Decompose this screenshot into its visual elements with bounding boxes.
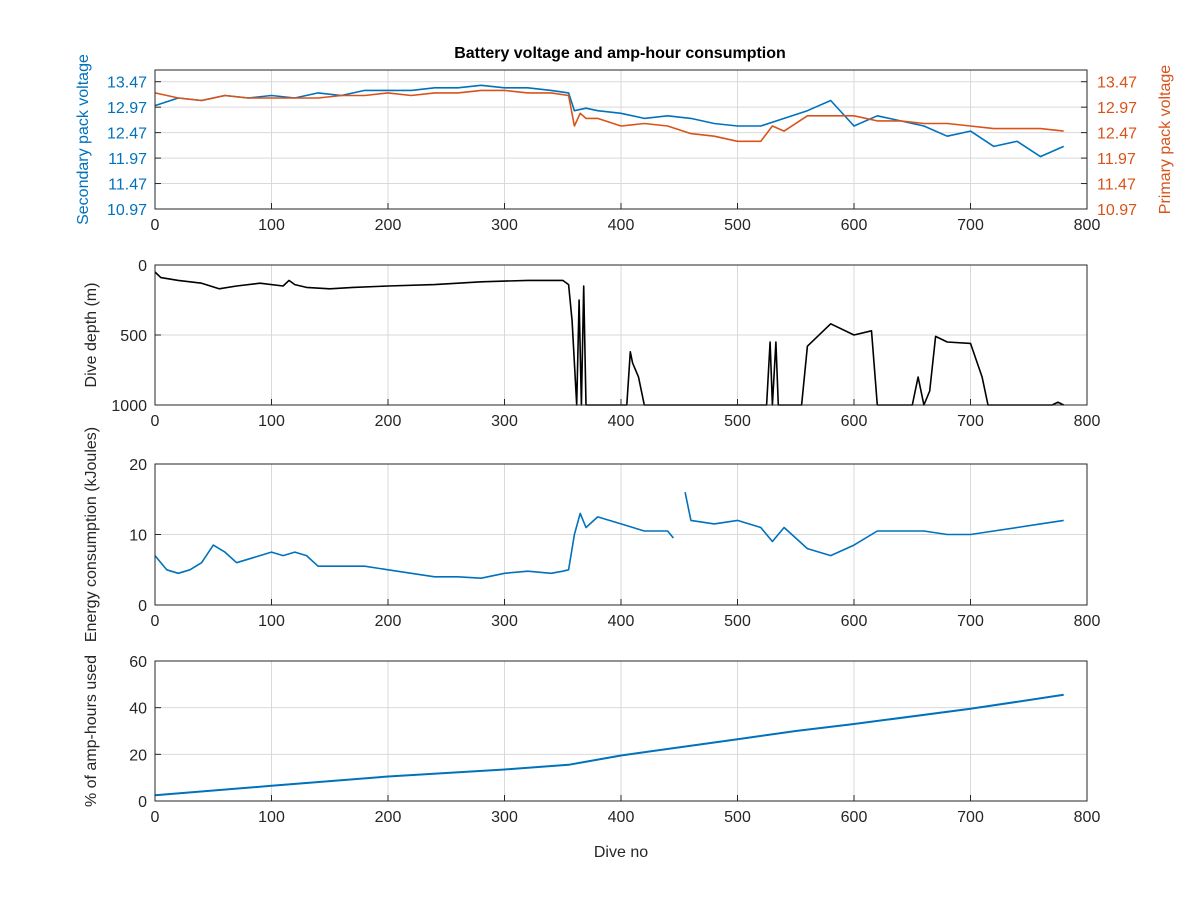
amp-hours-ytick-label-40: 40 — [129, 701, 147, 718]
depth-xtick-label-400: 400 — [608, 413, 635, 430]
voltage-right-ylabel: Primary pack voltage — [1157, 65, 1174, 214]
energy-xtick-label-700: 700 — [957, 613, 984, 630]
energy-xtick-label-600: 600 — [841, 613, 868, 630]
voltage-ytick-label-11.97: 11.97 — [108, 151, 147, 168]
depth-xtick-label-200: 200 — [375, 413, 402, 430]
depth-series-line-0 — [154, 271, 1065, 406]
voltage-right-ytick-label-11.97: 11.97 — [1097, 151, 1136, 168]
depth-xtick-label-0: 0 — [151, 413, 160, 430]
voltage-xtick-label-500: 500 — [724, 217, 751, 234]
voltage-ytick-label-12.47: 12.47 — [107, 126, 147, 143]
amp-hours-series-line-0 — [154, 693, 1064, 797]
voltage-xtick-label-800: 800 — [1074, 217, 1101, 234]
amp-hours-xtick-label-800: 800 — [1074, 809, 1101, 826]
voltage-ytick-label-13.47: 13.47 — [107, 75, 147, 92]
depth-xtick-label-500: 500 — [724, 413, 751, 430]
amp-hours-ylabel: % of amp-hours used — [83, 655, 100, 807]
amp-hours-panel: 0 100 200 300 400 500 600 700 800 0 20 40 60 % of am… — [83, 654, 1100, 861]
depth-xtick-label-700: 700 — [957, 413, 984, 430]
amp-hours-xtick-label-0: 0 — [151, 809, 160, 826]
voltage-series-line-0 — [154, 84, 1065, 158]
energy-xtick-label-500: 500 — [724, 613, 751, 630]
depth-xtick-label-300: 300 — [491, 413, 518, 430]
amp-hours-xtick-label-600: 600 — [841, 809, 868, 826]
voltage-panel: 0 100 200 300 400 500 600 700 80010.9711.4711.97… — [75, 54, 1174, 234]
energy-xtick-label-400: 400 — [608, 613, 635, 630]
voltage-series-line-1 — [154, 89, 1064, 143]
energy-xtick-label-0: 0 — [151, 613, 160, 630]
energy-xtick-label-800: 800 — [1074, 613, 1101, 630]
amp-hours-xtick-label-500: 500 — [724, 809, 751, 826]
depth-xtick-label-600: 600 — [841, 413, 868, 430]
voltage-xtick-label-300: 300 — [491, 217, 518, 234]
amp-hours-xtick-label-400: 400 — [608, 809, 635, 826]
voltage-ytick-label-12.97: 12.97 — [107, 100, 147, 117]
voltage-right-ytick-label-12.97: 12.97 — [1097, 100, 1137, 117]
voltage-left-ylabel: Secondary pack voltage — [75, 54, 92, 225]
depth-xtick-label-800: 800 — [1074, 413, 1101, 430]
voltage-xtick-label-0: 0 — [151, 217, 160, 234]
voltage-xtick-label-700: 700 — [957, 217, 984, 234]
voltage-right-ytick-label-13.47: 13.47 — [1097, 75, 1137, 92]
voltage-xtick-label-600: 600 — [841, 217, 868, 234]
chart-title: Battery voltage and amp-hour consumption — [454, 45, 786, 62]
amp-hours-ytick-label-60: 60 — [129, 654, 147, 671]
depth-ytick-label-500: 500 — [120, 328, 147, 345]
energy-ytick-label-20: 20 — [129, 457, 147, 474]
depth-panel: 0 100 200 300 400 500 600 700 800 0 500 1000 Dive d… — [83, 258, 1100, 430]
amp-hours-xtick-label-200: 200 — [375, 809, 402, 826]
energy-ytick-label-10: 10 — [129, 528, 147, 545]
energy-series-line-0 — [154, 512, 675, 580]
amp-hours-xtick-label-100: 100 — [258, 809, 285, 826]
amp-hours-ytick-label-0: 0 — [138, 794, 147, 811]
energy-ytick-label-0: 0 — [138, 598, 147, 615]
voltage-xtick-label-400: 400 — [608, 217, 635, 234]
voltage-xtick-label-200: 200 — [375, 217, 402, 234]
amp-hours-xtick-label-700: 700 — [957, 809, 984, 826]
energy-ylabel: Energy consumption (kJoules) — [83, 427, 100, 642]
amp-hours-xtick-label-300: 300 — [491, 809, 518, 826]
depth-xtick-label-100: 100 — [258, 413, 285, 430]
voltage-xtick-label-100: 100 — [258, 217, 285, 234]
energy-xtick-label-100: 100 — [258, 613, 285, 630]
energy-xtick-label-300: 300 — [491, 613, 518, 630]
amp-hours-ytick-label-20: 20 — [129, 747, 147, 764]
energy-panel: 0 100 200 300 400 500 600 700 800 0 10 20 Energy co… — [83, 427, 1100, 642]
depth-ytick-label-1000: 1000 — [111, 398, 147, 415]
voltage-right-ytick-label-10.97: 10.97 — [1097, 202, 1137, 219]
voltage-ytick-label-11.47: 11.47 — [108, 177, 147, 194]
energy-series-line-1 — [684, 492, 1064, 557]
voltage-right-ytick-label-11.47: 11.47 — [1097, 177, 1136, 194]
depth-ylabel: Dive depth (m) — [83, 283, 100, 388]
energy-xtick-label-200: 200 — [375, 613, 402, 630]
depth-ytick-label-0: 0 — [138, 258, 147, 275]
amp-hours-xlabel: Dive no — [594, 844, 648, 861]
voltage-ytick-label-10.97: 10.97 — [107, 202, 147, 219]
voltage-right-ytick-label-12.47: 12.47 — [1097, 126, 1137, 143]
